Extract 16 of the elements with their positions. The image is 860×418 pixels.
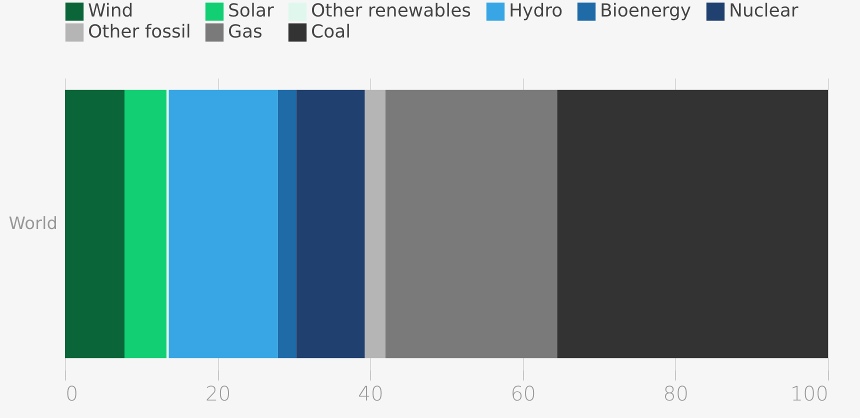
y-tick-label: World — [8, 214, 58, 234]
x-tick-label: 0 — [66, 382, 78, 406]
legend-label: Coal — [311, 22, 351, 42]
x-tick-label: 60 — [510, 382, 536, 406]
legend-label: Other renewables — [311, 0, 472, 22]
legend-label: Solar — [228, 0, 274, 22]
legend-label: Hydro — [509, 0, 563, 22]
x-tick-label: 100 — [790, 382, 828, 406]
x-tick-label: 80 — [663, 382, 689, 406]
legend-label: Other fossil — [88, 22, 191, 42]
legend-label: Wind — [88, 0, 134, 22]
legend-label: Gas — [228, 22, 262, 42]
x-tick-label: 20 — [205, 382, 231, 406]
x-tick-label: 40 — [358, 382, 384, 406]
legend-label: Nuclear — [729, 0, 799, 22]
legend-label: Bioenergy — [600, 0, 692, 22]
